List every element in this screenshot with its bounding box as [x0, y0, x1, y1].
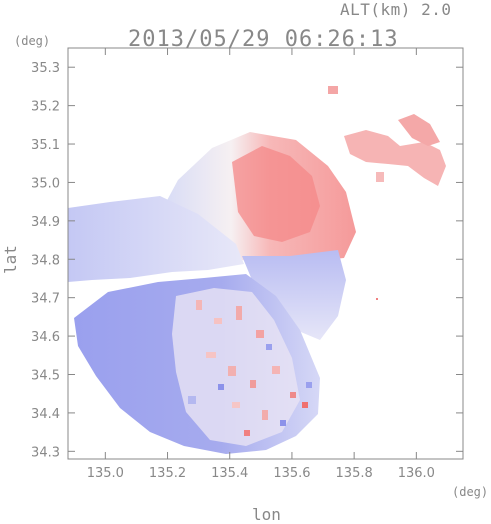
x-axis-label: lon — [252, 505, 281, 524]
y-tick-label: 35.1 — [31, 138, 60, 153]
x-tick-label: 135.8 — [336, 466, 373, 481]
echo-small-cell — [328, 86, 338, 94]
y-tick-label: 35.3 — [31, 61, 60, 76]
echo-west-band — [68, 196, 244, 282]
x-axis: 135.0 135.2 135.4 135.6 135.8 136.0 — [87, 48, 435, 481]
y-tick-label: 35.0 — [31, 176, 60, 191]
echo-small-cell — [376, 172, 384, 182]
echo-small-cell — [376, 298, 378, 300]
plot-frame — [67, 47, 464, 460]
echo-east-sector — [242, 250, 346, 340]
x-tick-label: 135.6 — [273, 466, 310, 481]
x-axis-unit: (deg) — [452, 485, 489, 499]
x-tick-label: 136.0 — [398, 466, 435, 481]
y-tick-label: 34.8 — [31, 253, 60, 268]
y-tick-label: 34.3 — [31, 445, 60, 460]
y-tick-label: 34.4 — [31, 407, 60, 422]
y-tick-label: 35.2 — [31, 100, 60, 115]
x-tick-label: 135.4 — [211, 466, 248, 481]
x-tick-label: 135.0 — [87, 466, 124, 481]
y-axis-unit: (deg) — [14, 34, 51, 48]
y-tick-label: 34.9 — [31, 215, 60, 230]
echo-speckle — [188, 300, 312, 436]
echo-red-core — [232, 146, 320, 242]
radar-echo-layer — [68, 86, 446, 454]
y-tick-label: 34.7 — [31, 292, 60, 307]
altitude-label: ALT(km) 2.0 — [340, 0, 452, 19]
y-axis: 35.3 35.2 35.1 35.0 34.9 34.8 34.7 34.6 34.5 34.4… — [31, 61, 463, 460]
x-tick-label: 135.2 — [149, 466, 186, 481]
echo-northeast-cell-2 — [398, 114, 440, 146]
y-tick-label: 34.5 — [31, 368, 60, 383]
echo-northeast-cell — [344, 130, 446, 186]
y-tick-label: 34.6 — [31, 330, 60, 345]
